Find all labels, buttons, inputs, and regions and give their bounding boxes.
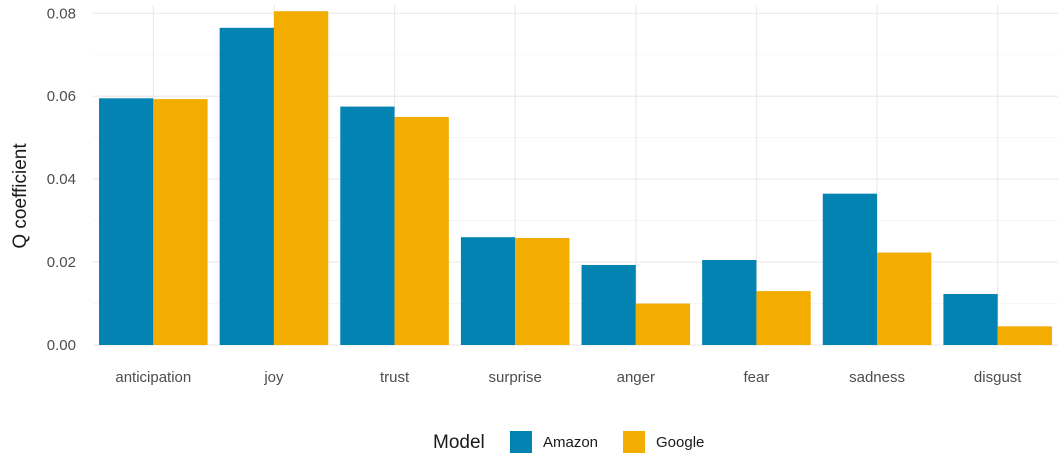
y-tick-label: 0.08 <box>47 5 76 22</box>
x-tick-label: joy <box>263 369 284 386</box>
legend-swatch-amazon <box>510 431 532 453</box>
x-axis-ticks: anticipation joy trust surprise anger fear sad… <box>115 369 1022 386</box>
x-tick-label: anticipation <box>115 369 191 386</box>
bar-amazon-joy <box>219 27 274 346</box>
legend-label-google: Google <box>656 434 704 451</box>
bar-google-anticipation <box>153 99 208 345</box>
y-axis-title: Q coefficient <box>10 143 31 249</box>
y-tick-label: 0.02 <box>47 254 76 271</box>
x-tick-label: trust <box>380 369 410 386</box>
bar-google-sadness <box>877 252 932 345</box>
x-tick-label: disgust <box>974 369 1022 386</box>
y-tick-label: 0.04 <box>47 171 76 188</box>
bar-amazon-surprise <box>460 237 516 345</box>
bar-google-fear <box>756 291 811 345</box>
legend-swatch-google <box>623 431 645 453</box>
bar-amazon-anger <box>581 264 636 345</box>
bar-google-disgust <box>997 326 1052 345</box>
y-tick-label: 0.06 <box>47 88 76 105</box>
bar-amazon-fear <box>702 260 757 345</box>
bar-google-anger <box>635 303 691 345</box>
x-tick-label: surprise <box>489 369 542 386</box>
bar-amazon-anticipation <box>99 98 154 345</box>
x-tick-label: fear <box>744 369 770 386</box>
bar-amazon-trust <box>340 106 395 346</box>
legend-title: Model <box>433 432 485 453</box>
bar-google-trust <box>394 116 449 345</box>
bar-amazon-disgust <box>943 294 998 345</box>
x-tick-label: sadness <box>849 369 905 386</box>
bars <box>99 11 1052 346</box>
bar-google-joy <box>273 11 329 345</box>
legend-label-amazon: Amazon <box>543 434 598 451</box>
y-tick-label: 0.00 <box>47 337 76 354</box>
bar-google-surprise <box>515 238 570 345</box>
legend: Model Amazon Google <box>433 431 704 453</box>
bar-amazon-sadness <box>822 193 878 345</box>
y-axis-ticks: 0.00 0.02 0.04 0.06 0.08 <box>47 5 76 354</box>
x-tick-label: anger <box>617 369 655 386</box>
